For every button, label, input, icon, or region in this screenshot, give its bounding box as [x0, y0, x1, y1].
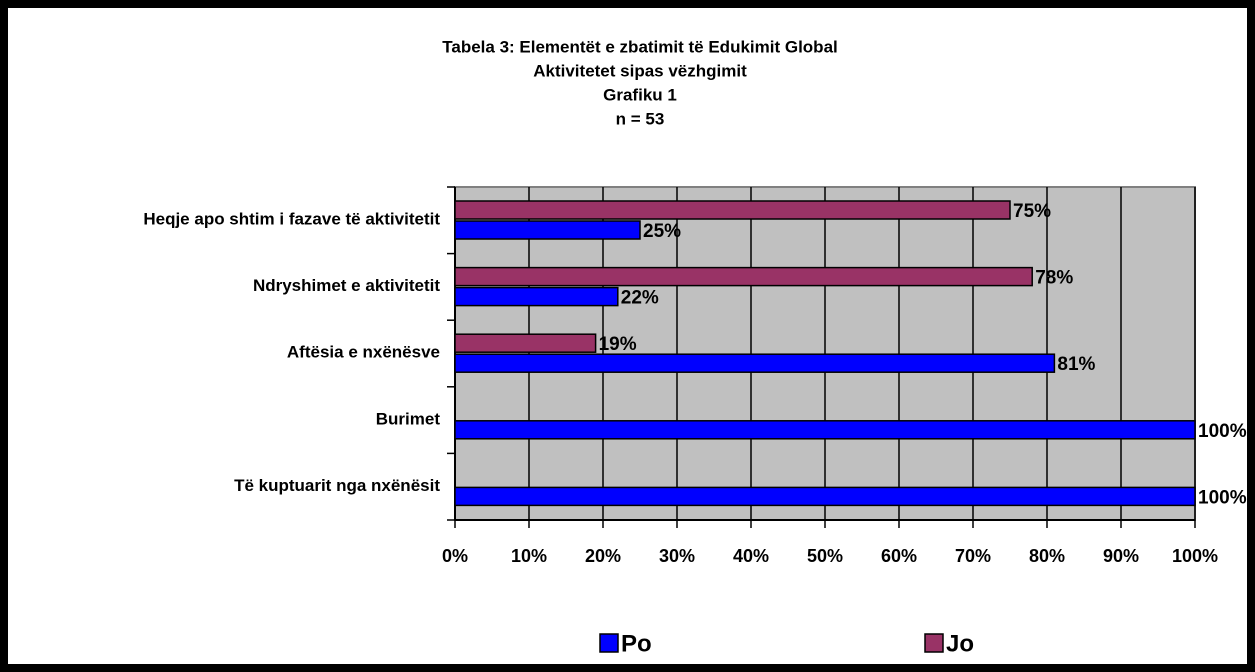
- value-label: 81%: [1057, 354, 1095, 375]
- value-label: 75%: [1013, 201, 1051, 222]
- y-tick-label: Aftësia e nxënësve: [287, 343, 440, 362]
- bar: [454, 486, 1196, 507]
- value-label: 19%: [599, 334, 637, 355]
- bar: [454, 286, 619, 307]
- x-tick-label: 20%: [585, 546, 621, 566]
- value-label: 100%: [1198, 421, 1247, 442]
- y-tick-label: Heqje apo shtim i fazave të aktivitetit: [143, 209, 440, 228]
- y-tick-label: Ndryshimet e aktivitetit: [253, 276, 440, 295]
- chart-title: Grafiku 1: [603, 85, 677, 104]
- x-tick-label: 90%: [1103, 546, 1139, 566]
- x-tick-label: 100%: [1172, 546, 1218, 566]
- y-tick-label: Burimet: [376, 409, 441, 428]
- bar: [454, 353, 1056, 373]
- x-tick-label: 10%: [511, 546, 547, 566]
- x-tick-label: 30%: [659, 546, 695, 566]
- chart-title: n = 53: [616, 109, 665, 128]
- x-tick-label: 0%: [442, 546, 468, 566]
- legend-swatch: [924, 633, 944, 653]
- bar: [454, 420, 1196, 440]
- x-tick-label: 40%: [733, 546, 769, 566]
- bar: [454, 200, 1011, 220]
- bar: [454, 220, 641, 240]
- bar: [454, 266, 1033, 287]
- chart-title: Aktivitetet sipas vëzhgimit: [533, 61, 747, 80]
- value-label: 22%: [621, 288, 659, 309]
- x-tick-label: 80%: [1029, 546, 1065, 566]
- legend-swatch: [599, 633, 619, 653]
- x-tick-label: 60%: [881, 546, 917, 566]
- x-tick-label: 50%: [807, 546, 843, 566]
- y-tick-label: Të kuptuarit nga nxënësit: [234, 476, 440, 495]
- bar: [454, 333, 597, 353]
- chart-title: Tabela 3: Elementët e zbatimit të Edukim…: [442, 37, 838, 56]
- legend-label: Jo: [946, 630, 974, 657]
- x-tick-label: 70%: [955, 546, 991, 566]
- value-label: 100%: [1198, 487, 1247, 508]
- value-label: 25%: [643, 221, 681, 242]
- value-label: 78%: [1035, 268, 1073, 289]
- legend-label: Po: [621, 630, 652, 657]
